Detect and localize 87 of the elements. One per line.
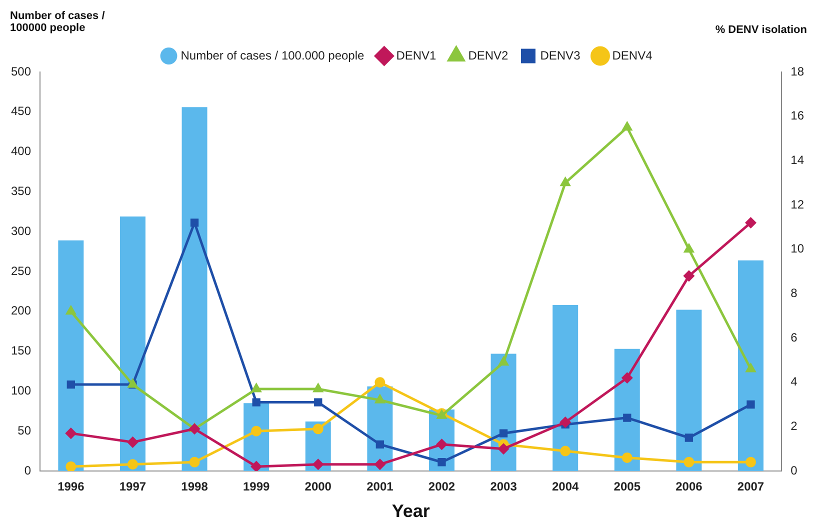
x-tick-label: 1996 xyxy=(58,480,85,494)
point xyxy=(376,440,384,448)
point xyxy=(560,446,571,456)
point xyxy=(375,394,385,404)
y-tick-label: 300 xyxy=(10,224,32,238)
point xyxy=(312,459,324,470)
point xyxy=(190,218,199,227)
bar xyxy=(738,260,764,471)
y-tick-label: 200 xyxy=(10,304,32,318)
y2-axis-title: % DENV isolation xyxy=(715,24,807,36)
point xyxy=(438,458,446,466)
legend-label: DENV2 xyxy=(468,48,509,62)
y2-tick-label: 16 xyxy=(790,108,804,123)
point xyxy=(684,270,694,282)
point xyxy=(622,452,632,463)
bar xyxy=(120,216,146,471)
x-tick-label: 2006 xyxy=(676,480,703,494)
point xyxy=(66,380,75,389)
x-tick-label: 2000 xyxy=(304,480,332,494)
point xyxy=(746,217,756,228)
point xyxy=(66,461,76,471)
x-tick-label: 2007 xyxy=(737,480,764,494)
y2-tick-label: 0 xyxy=(790,463,798,478)
point xyxy=(684,434,694,442)
y2-tick-label: 18 xyxy=(790,64,804,78)
bar xyxy=(676,310,702,471)
point xyxy=(622,122,632,131)
y2-tick-label: 2 xyxy=(790,418,798,433)
y-tick-label: 0 xyxy=(24,463,32,478)
point xyxy=(622,372,632,384)
y-tick-label: 150 xyxy=(10,344,32,358)
y-tick-label: 50 xyxy=(18,423,32,438)
point xyxy=(66,306,76,315)
point xyxy=(66,428,76,439)
x-axis-title: Year xyxy=(392,501,430,522)
bar xyxy=(58,240,84,471)
point xyxy=(684,244,694,253)
point xyxy=(252,398,260,406)
point xyxy=(312,424,324,434)
y2-tick-label: 4 xyxy=(790,374,798,389)
point xyxy=(252,384,262,392)
x-tick-label: 1998 xyxy=(181,480,208,494)
point xyxy=(127,436,138,448)
point xyxy=(374,377,386,388)
point xyxy=(189,456,200,468)
y2-tick-label: 12 xyxy=(790,197,804,212)
point xyxy=(313,384,323,392)
point xyxy=(498,357,508,366)
point xyxy=(436,439,447,450)
point xyxy=(746,400,755,409)
y-tick-label: 450 xyxy=(10,104,32,118)
y-tick-label: 400 xyxy=(10,144,32,158)
legend-label: Number of cases / 100.000 people xyxy=(180,48,365,62)
legend-label: DENV3 xyxy=(540,48,581,62)
bar xyxy=(182,107,208,471)
y-axis-title: Number of cases / 100000 people xyxy=(10,10,106,34)
point xyxy=(251,461,262,471)
point xyxy=(684,456,694,468)
point xyxy=(314,398,322,406)
y2-tick-label: 6 xyxy=(790,330,798,344)
y-tick-label: 250 xyxy=(10,264,32,278)
bar xyxy=(552,305,578,471)
x-tick-label: 1999 xyxy=(242,480,270,494)
x-tick-label: 2005 xyxy=(614,480,641,494)
y2-tick-label: 14 xyxy=(790,152,804,167)
y-tick-label: 500 xyxy=(10,64,32,78)
x-tick-label: 1997 xyxy=(119,480,146,494)
point xyxy=(746,364,756,372)
point xyxy=(374,459,386,470)
point xyxy=(498,444,509,454)
point xyxy=(127,459,138,470)
point xyxy=(560,178,570,186)
x-tick-label: 2002 xyxy=(428,480,456,494)
legend-label: DENV1 xyxy=(396,48,437,62)
y2-tick-label: 8 xyxy=(790,286,798,300)
x-tick-label: 2004 xyxy=(552,480,580,494)
point xyxy=(623,414,632,422)
y-tick-label: 350 xyxy=(10,184,32,198)
point xyxy=(746,456,756,468)
y2-tick-label: 10 xyxy=(790,242,804,256)
legend-label: DENV4 xyxy=(612,48,653,62)
point xyxy=(560,416,571,428)
x-tick-label: 2003 xyxy=(490,480,518,494)
y-tick-label: 100 xyxy=(10,384,32,398)
point xyxy=(251,426,262,436)
point xyxy=(499,429,508,438)
x-tick-label: 2001 xyxy=(366,480,394,494)
